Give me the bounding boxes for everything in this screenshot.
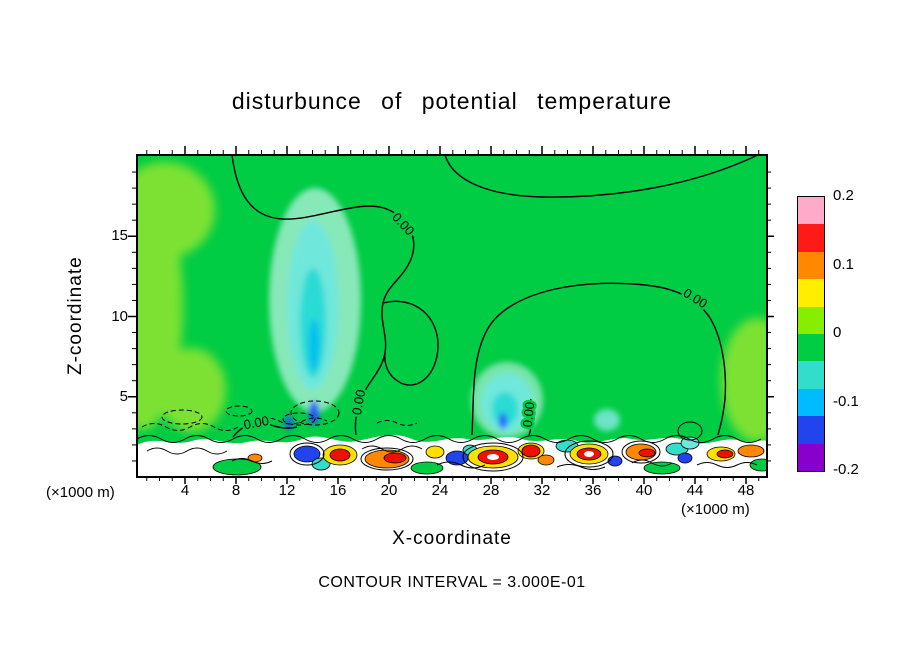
colorbar-segment	[798, 279, 824, 307]
colorbar-segment	[798, 224, 824, 252]
colorbar	[797, 196, 825, 472]
contour-label: 0.00	[520, 401, 538, 428]
chart-title: disturbunce of potential temperature	[231, 88, 673, 114]
field-background	[137, 155, 767, 477]
colorbar-segment	[798, 388, 824, 417]
colorbar-segment	[798, 443, 824, 472]
colorbar-segment	[798, 334, 824, 362]
axis-ticks	[128, 146, 774, 484]
boundary-layer-band	[137, 400, 767, 477]
cool-plumes	[269, 188, 620, 438]
colorbar-segment	[798, 306, 824, 335]
x-unit-label-left: (×1000 m)	[46, 484, 115, 501]
x-unit-label-right: (×1000 m)	[681, 501, 750, 518]
colorbar-segment	[798, 251, 824, 280]
contour-interval-note: CONTOUR INTERVAL = 3.000E-01	[318, 574, 586, 591]
warm-patches	[137, 162, 767, 442]
colorbar-segment	[798, 416, 824, 444]
colorbar-segment	[798, 197, 824, 225]
colorbar-segment	[798, 361, 824, 389]
plot-field: 0.00 0.00 0.00 0.00 0.00	[137, 155, 767, 477]
x-axis-label: X-coordinate	[392, 528, 512, 549]
